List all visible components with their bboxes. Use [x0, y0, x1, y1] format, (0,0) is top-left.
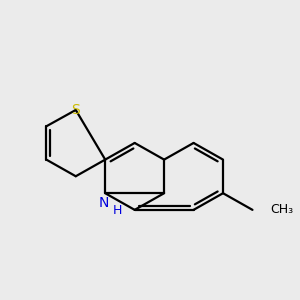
Text: H: H	[113, 204, 122, 217]
Text: S: S	[71, 103, 80, 117]
Text: CH₃: CH₃	[270, 203, 293, 216]
Text: N: N	[98, 196, 109, 211]
